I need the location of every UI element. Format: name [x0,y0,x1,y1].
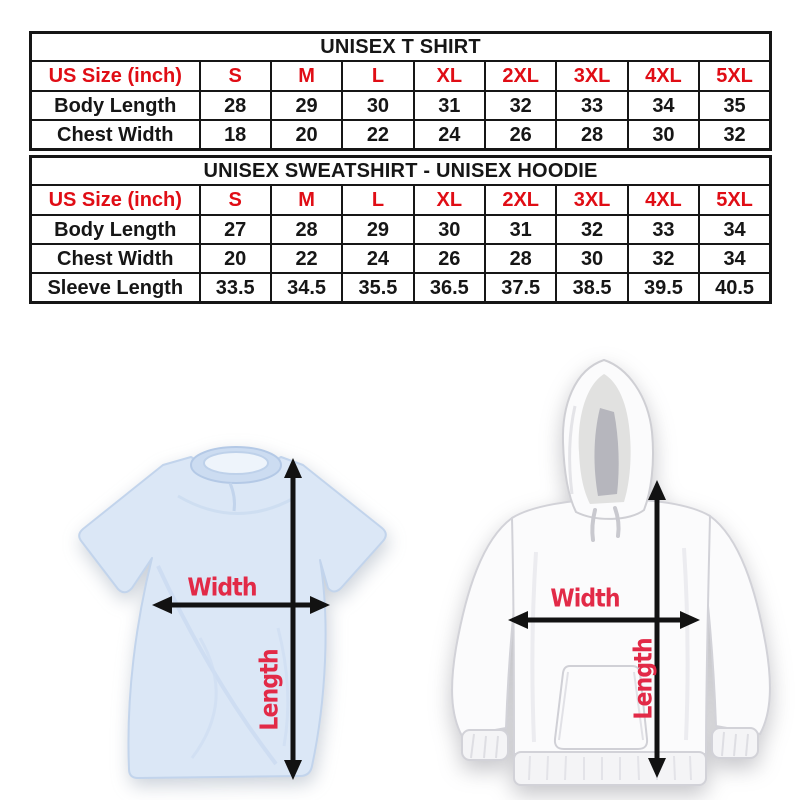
size-header-cell: US Size (inch) [29,184,201,216]
size-value-cell: 36.5 [412,272,487,304]
size-value-cell: 37.5 [483,272,558,304]
measure-row-label: Body Length [29,90,201,121]
size-header-cell: L [341,60,415,92]
hoodie-drawstring [590,508,597,542]
tshirt-width-arrow [152,596,330,614]
size-value-cell: 39.5 [626,272,701,304]
table-row: Body Length 28 29 30 31 32 33 34 35 [29,90,772,121]
size-value-cell: 20 [269,119,344,151]
size-header-cell: M [269,184,344,216]
size-value-cell: 28 [198,90,272,121]
measure-row-label: Sleeve Length [29,272,201,304]
size-value-cell: 35 [698,90,772,121]
size-header-cell: M [269,60,344,92]
table-row: UNISEX SWEATSHIRT - UNISEX HOODIE [29,155,772,186]
size-value-cell: 35.5 [341,272,415,304]
hoodie-table-title: UNISEX SWEATSHIRT - UNISEX HOODIE [29,155,772,186]
tshirt-length-arrow [284,458,302,780]
size-value-cell: 29 [269,90,344,121]
size-value-cell: 34.5 [269,272,344,304]
size-value-cell: 34 [626,90,701,121]
size-value-cell: 18 [198,119,272,151]
size-header-cell: S [198,60,272,92]
tshirt-graphic [78,446,387,780]
measure-row-label: Chest Width [29,243,201,274]
hoodie-pocket [553,665,649,750]
size-value-cell: 30 [555,243,629,274]
size-value-cell: 34 [698,214,772,245]
size-value-cell: 31 [483,214,558,245]
size-value-cell: 30 [626,119,701,151]
table-row: Chest Width 20 22 24 26 28 30 32 34 [29,243,772,274]
table-row: Body Length 27 28 29 30 31 32 33 34 [29,214,772,245]
size-value-cell: 38.5 [555,272,629,304]
size-value-cell: 32 [483,90,558,121]
size-header-cell: 4XL [626,184,701,216]
size-header-cell: XL [412,60,487,92]
size-value-cell: 28 [555,119,629,151]
size-value-cell: 34 [698,243,772,274]
hoodie-length-label: Length [628,638,658,720]
size-value-cell: 30 [412,214,487,245]
size-header-cell: S [198,184,272,216]
hoodie-width-label: Width [550,583,620,613]
size-value-cell: 33 [626,214,701,245]
size-value-cell: 32 [698,119,772,151]
size-header-cell: US Size (inch) [29,60,201,92]
size-value-cell: 26 [412,243,487,274]
size-value-cell: 33 [555,90,629,121]
size-header-cell: 2XL [483,60,558,92]
size-value-cell: 22 [269,243,344,274]
size-value-cell: 32 [626,243,701,274]
table-row: Chest Width 18 20 22 24 26 28 30 32 [29,119,772,151]
measure-row-label: Chest Width [29,119,201,151]
size-tables: UNISEX T SHIRT US Size (inch) S M L XL 2… [29,31,772,304]
tshirt-shape [78,446,387,779]
size-value-cell: 33.5 [198,272,272,304]
hoodie-drawstring [613,506,621,538]
hoodie-length-arrow [648,480,666,778]
hoodie-graphic [451,358,771,786]
size-value-cell: 27 [198,214,272,245]
size-value-cell: 32 [555,214,629,245]
size-value-cell: 31 [412,90,487,121]
size-value-cell: 40.5 [698,272,772,304]
hoodie-size-table: UNISEX SWEATSHIRT - UNISEX HOODIE US Siz… [29,155,772,304]
size-value-cell: 29 [341,214,415,245]
hoodie-shape [451,358,771,786]
size-value-cell: 24 [412,119,487,151]
size-value-cell: 26 [483,119,558,151]
size-value-cell: 20 [198,243,272,274]
table-row: US Size (inch) S M L XL 2XL 3XL 4XL 5XL [29,184,772,216]
measure-row-label: Body Length [29,214,201,245]
size-value-cell: 28 [269,214,344,245]
table-row: Sleeve Length 33.5 34.5 35.5 36.5 37.5 3… [29,272,772,304]
size-header-cell: L [341,184,415,216]
size-header-cell: 4XL [626,60,701,92]
tshirt-size-table: UNISEX T SHIRT US Size (inch) S M L XL 2… [29,31,772,151]
size-header-cell: 5XL [698,60,772,92]
size-header-cell: 3XL [555,60,629,92]
tshirt-length-label: Length [254,649,284,731]
size-value-cell: 24 [341,243,415,274]
size-value-cell: 28 [483,243,558,274]
size-header-cell: 2XL [483,184,558,216]
tshirt-width-label: Width [187,572,257,602]
size-header-cell: XL [412,184,487,216]
size-value-cell: 22 [341,119,415,151]
size-header-cell: 5XL [698,184,772,216]
size-header-cell: 3XL [555,184,629,216]
table-row: US Size (inch) S M L XL 2XL 3XL 4XL 5XL [29,60,772,92]
size-value-cell: 30 [341,90,415,121]
